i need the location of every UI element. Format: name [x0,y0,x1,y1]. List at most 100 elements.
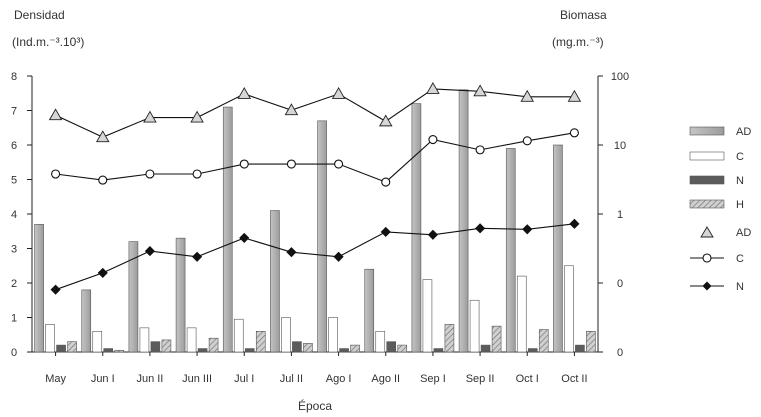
legend-swatch-circle [702,253,712,263]
point-ad-1 [95,130,110,143]
point-c-8 [428,134,438,145]
x-tick-label: Jun II [136,373,163,385]
x-tick-label: Jul I [234,373,254,385]
bar-h-6 [350,344,360,353]
legend-label: C [736,253,744,265]
bar-c-10 [516,275,527,353]
legend-label: AD [736,126,751,138]
bar-h-9 [491,325,502,353]
x-tick-label: Sep II [466,373,495,385]
left-tick-label: 2 [11,278,17,290]
left-tick-label: 4 [11,209,17,221]
point-ad-9 [473,84,487,97]
bar-c-11 [564,265,574,353]
left-tick-label: 0 [11,347,17,359]
bar-h-0 [67,341,77,353]
bar-ad-4 [222,106,233,353]
point-c-5 [286,159,296,169]
legend-label: H [736,199,744,211]
legend-label: C [736,151,744,163]
left-axis-title-line1: Densidad [14,8,65,22]
line-n [55,223,575,291]
x-axis-ticks: May Jun I Jun II Jun III Jul I Jul II Ago I Ago… [45,352,588,385]
point-ad-5 [284,103,299,116]
point-n-3 [192,251,203,262]
right-tick-label: 100 [611,71,629,83]
legend-swatch-n [689,175,725,185]
bar-h-8 [444,324,455,353]
legend-label: AD [736,227,751,239]
point-c-6 [334,159,344,169]
point-ad-2 [143,110,157,123]
point-n-6 [333,251,344,262]
legend-swatch-h [689,199,725,209]
bar-ad-9 [458,89,469,353]
bar-ad-3 [175,237,186,353]
bar-n-0 [56,344,66,353]
bar-h-11 [586,330,596,353]
point-ad-11 [567,89,582,102]
point-c-4 [239,159,249,169]
bar-c-0 [45,324,55,353]
point-n-1 [97,267,108,278]
bar-h-7 [397,344,408,353]
left-tick-label: 5 [11,175,17,187]
legend-swatch-triangle [700,226,714,238]
point-ad-0 [48,108,63,121]
bar-c-2 [139,327,150,353]
point-c-10 [522,136,532,146]
point-c-11 [569,128,579,138]
bar-h-3 [208,337,219,353]
point-n-7 [380,226,391,237]
bar-c-5 [281,317,291,353]
x-tick-label: Ago I [326,373,352,385]
point-ad-7 [378,114,393,127]
x-tick-label: Jun III [182,373,212,385]
point-ad-10 [520,89,535,102]
bar-h-1 [114,349,125,353]
point-ad-3 [190,110,204,123]
bar-n-1 [103,348,114,353]
bar-n-7 [386,341,397,353]
bar-h-2 [161,339,172,353]
bar-h-4 [255,330,266,353]
bar-n-2 [150,341,161,353]
bar-h-10 [538,329,549,353]
right-tick-label: 0 [617,347,623,359]
bar-c-6 [328,317,338,353]
left-tick-label: 3 [11,244,17,256]
bar-ad-10 [505,148,516,353]
legend-swatch-diamond [702,281,712,291]
bar-c-4 [233,318,244,353]
point-c-1 [98,175,108,185]
bar-series [34,89,596,353]
point-ad-8 [426,82,440,94]
point-ad-4 [237,87,252,99]
bar-c-7 [375,330,386,353]
bar-h-5 [303,343,313,353]
point-c-9 [475,145,485,155]
x-tick-label: Sep I [420,373,446,385]
right-axis-title-line1: Biomasa [560,8,607,22]
legend-swatch-ad [689,126,725,136]
point-ad-6 [331,87,346,99]
legend-swatch-c [689,151,725,161]
right-axis-title-line2: (mg.m.⁻³) [552,35,604,49]
bar-n-10 [527,348,538,353]
bar-ad-5 [270,210,280,353]
point-c-3 [192,169,202,179]
left-tick-label: 8 [11,71,17,83]
right-tick-label: 0 [617,278,623,290]
bar-n-11 [575,344,585,353]
bar-n-6 [339,348,349,353]
point-n-5 [286,247,297,258]
x-tick-label: May [45,373,66,385]
right-tick-label: 1 [617,209,623,221]
left-tick-label: 7 [11,106,17,118]
line-c [55,132,575,183]
bar-ad-1 [81,289,92,353]
x-tick-label: Oct I [516,373,539,385]
line-series [48,82,582,295]
